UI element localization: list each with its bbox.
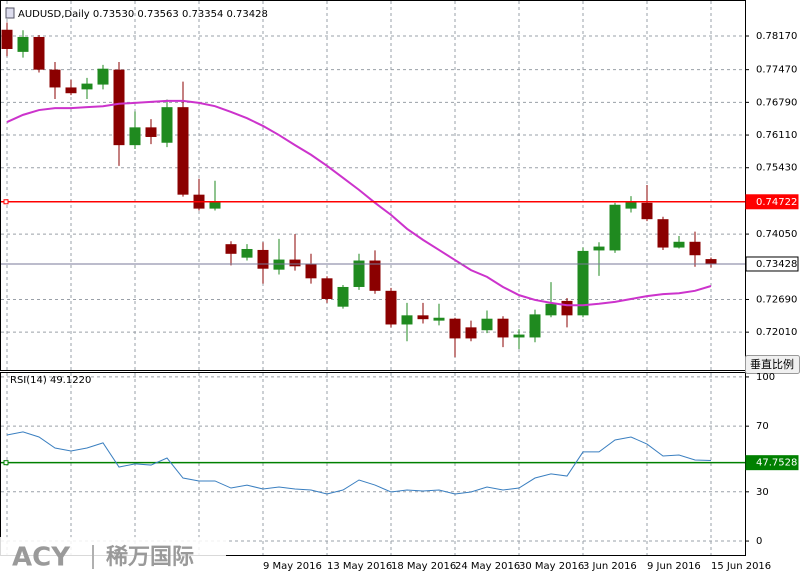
candle-body — [385, 290, 397, 325]
symbol-icon — [5, 7, 15, 19]
x-tick-label: 9 Jun 2016 — [647, 561, 701, 572]
y-tick-label: 0.75430 — [756, 163, 797, 174]
candle-body — [513, 334, 525, 338]
level-handle — [3, 199, 9, 205]
candle-body — [1, 29, 13, 49]
level-label: 0.73428 — [756, 259, 797, 270]
candle-body — [49, 69, 61, 88]
y-tick-label: 0 — [756, 536, 762, 547]
watermark-brand: ACY — [12, 543, 71, 573]
level-label: 0.74722 — [756, 197, 797, 208]
candle-body — [81, 83, 93, 90]
candle-body — [97, 68, 109, 85]
candle-body — [689, 241, 701, 256]
candle-body — [369, 260, 381, 291]
candle-body — [705, 259, 717, 264]
x-tick-label: 15 Jun 2016 — [711, 561, 771, 572]
x-tick-label: 3 Jun 2016 — [583, 561, 637, 572]
candle-body — [241, 248, 253, 258]
watermark-bg — [0, 537, 226, 579]
candle-body — [497, 318, 509, 338]
candle-body — [145, 127, 157, 137]
candle-body — [641, 202, 653, 220]
y-tick-label: 30 — [756, 487, 769, 498]
x-tick-label: 18 May 2016 — [391, 561, 456, 572]
candle-body — [449, 318, 461, 339]
candle-body — [593, 246, 605, 251]
scale-button[interactable] — [745, 355, 800, 374]
level-handle — [3, 460, 9, 466]
candle-body — [337, 286, 349, 307]
x-tick-label: 13 May 2016 — [327, 561, 392, 572]
candle-body — [305, 264, 317, 279]
candle-body — [209, 202, 221, 209]
level-label-box — [745, 256, 799, 272]
grid — [1, 1, 745, 555]
candle-body — [401, 315, 413, 325]
candle-body — [561, 300, 573, 316]
y-tick-label: 0.76790 — [756, 97, 797, 108]
x-tick-label: 24 May 2016 — [455, 561, 520, 572]
candle-body — [17, 36, 29, 52]
main-frame — [0, 0, 746, 371]
level-label-box — [745, 455, 799, 471]
level-label: 47.7528 — [756, 458, 797, 469]
candle-body — [177, 107, 189, 195]
candle-body — [273, 259, 285, 270]
candle-body — [433, 317, 445, 321]
candle-body — [609, 204, 621, 251]
moving-average — [6, 99, 712, 307]
y-tick-label: 0.74050 — [756, 229, 797, 240]
rsi-line — [6, 431, 712, 495]
watermark-name: 稀万国际 — [106, 544, 194, 570]
candle-body — [545, 303, 557, 316]
y-tick-label: 0.76110 — [756, 130, 797, 141]
x-tick-label: 30 May 2016 — [519, 561, 584, 572]
candle-body — [481, 318, 493, 331]
candle-body — [465, 327, 477, 339]
y-tick-label: 100 — [756, 372, 775, 383]
watermark-divider — [92, 545, 94, 569]
candle-body — [289, 259, 301, 267]
candle-body — [65, 87, 77, 94]
candle-body — [113, 69, 125, 146]
candle-body — [257, 249, 269, 269]
rsi-title: RSI(14) 49.1220 — [10, 375, 91, 386]
scale-button-label[interactable]: 垂直比例 — [750, 357, 794, 371]
marks — [1, 22, 745, 495]
candle-body — [625, 201, 637, 209]
candle-body — [321, 278, 333, 299]
candle-body — [161, 107, 173, 143]
candle-body — [225, 244, 237, 254]
chart-title: AUDUSD,Daily 0.73530 0.73563 0.73354 0.7… — [18, 9, 268, 20]
x-tick-label: 9 May 2016 — [263, 561, 322, 572]
candle-body — [417, 315, 429, 320]
candle-body — [673, 241, 685, 248]
candle-body — [353, 260, 365, 287]
y-tick-label: 0.72690 — [756, 294, 797, 305]
y-tick-label: 70 — [756, 421, 769, 432]
candle-body — [529, 314, 541, 338]
y-tick-label: 0.77470 — [756, 65, 797, 76]
candle-body — [129, 127, 141, 146]
candle-body — [33, 36, 45, 70]
candle-body — [657, 219, 669, 248]
level-label-box — [745, 194, 799, 210]
candle-body — [577, 250, 589, 316]
y-tick-label: 0.72010 — [756, 327, 797, 338]
y-tick-label: 0.78170 — [756, 31, 797, 42]
